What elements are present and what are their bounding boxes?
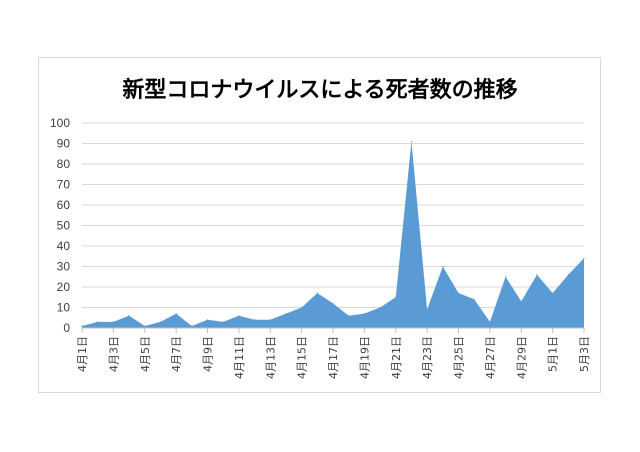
data-point — [81, 325, 83, 327]
data-point — [285, 313, 287, 315]
data-point — [363, 313, 365, 315]
data-point — [348, 315, 350, 317]
x-tick-label: 4月3日 — [107, 336, 120, 372]
data-point — [473, 298, 475, 300]
data-point — [520, 300, 522, 302]
data-point — [191, 325, 193, 327]
data-point — [583, 257, 585, 259]
data-point — [379, 306, 381, 309]
data-point — [442, 265, 444, 268]
x-tick-label: 4月7日 — [170, 336, 183, 372]
data-point — [567, 274, 569, 276]
data-point — [426, 308, 428, 311]
data-point — [222, 321, 224, 323]
x-tick-label: 4月29日 — [515, 336, 528, 379]
data-point — [316, 292, 318, 294]
data-point — [504, 276, 507, 278]
x-tick-label: 5月1日 — [547, 336, 560, 372]
x-tick-label: 5月3日 — [578, 336, 591, 372]
data-point — [206, 319, 209, 321]
data-point — [552, 292, 554, 294]
data-point — [410, 140, 413, 143]
x-tick-label: 4月15日 — [296, 336, 309, 379]
data-point — [159, 321, 162, 323]
data-point — [269, 319, 271, 321]
x-tick-label: 4月11日 — [233, 336, 246, 379]
y-tick-label: 10 — [57, 301, 71, 315]
data-point — [97, 321, 99, 323]
x-tick-label: 4月13日 — [264, 336, 277, 379]
x-tick-label: 4月9日 — [202, 336, 215, 372]
data-point — [144, 325, 146, 327]
x-tick-label: 4月25日 — [453, 336, 466, 379]
data-point — [238, 315, 240, 317]
x-tick-label: 4月23日 — [421, 336, 434, 379]
x-tick-label: 4月1日 — [76, 336, 89, 372]
y-tick-label: 20 — [57, 280, 71, 294]
x-tick-label: 4月5日 — [139, 336, 152, 372]
x-tick-label: 4月19日 — [358, 336, 371, 379]
y-tick-label: 80 — [57, 157, 71, 171]
data-point — [395, 296, 397, 298]
chart-title: 新型コロナウイルスによる死者数の推移 — [122, 78, 518, 103]
y-tick-label: 70 — [57, 178, 71, 192]
y-tick-label: 90 — [57, 137, 71, 151]
y-tick-label: 30 — [57, 260, 71, 274]
y-tick-label: 40 — [57, 239, 71, 253]
data-point — [112, 321, 114, 323]
data-point — [489, 321, 491, 323]
data-point — [301, 306, 303, 309]
y-tick-label: 60 — [57, 198, 71, 212]
data-point — [253, 319, 256, 321]
y-tick-label: 100 — [50, 116, 70, 130]
x-tick-label: 4月17日 — [327, 336, 340, 379]
data-point — [332, 302, 334, 304]
y-tick-label: 0 — [63, 321, 70, 335]
data-point — [536, 274, 538, 276]
x-tick-label: 4月27日 — [484, 336, 497, 379]
y-tick-label: 50 — [57, 219, 71, 233]
data-point — [128, 315, 130, 317]
data-point — [175, 313, 177, 315]
x-tick-label: 4月21日 — [390, 336, 403, 379]
data-point — [457, 292, 460, 294]
area-series — [82, 141, 584, 328]
